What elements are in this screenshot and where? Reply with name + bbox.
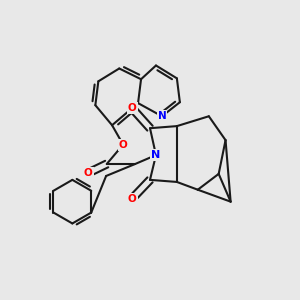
Text: N: N: [158, 111, 166, 121]
Text: O: O: [128, 103, 136, 113]
Text: O: O: [119, 140, 128, 150]
Text: O: O: [84, 168, 93, 178]
Text: N: N: [151, 150, 160, 160]
Text: O: O: [128, 194, 136, 204]
